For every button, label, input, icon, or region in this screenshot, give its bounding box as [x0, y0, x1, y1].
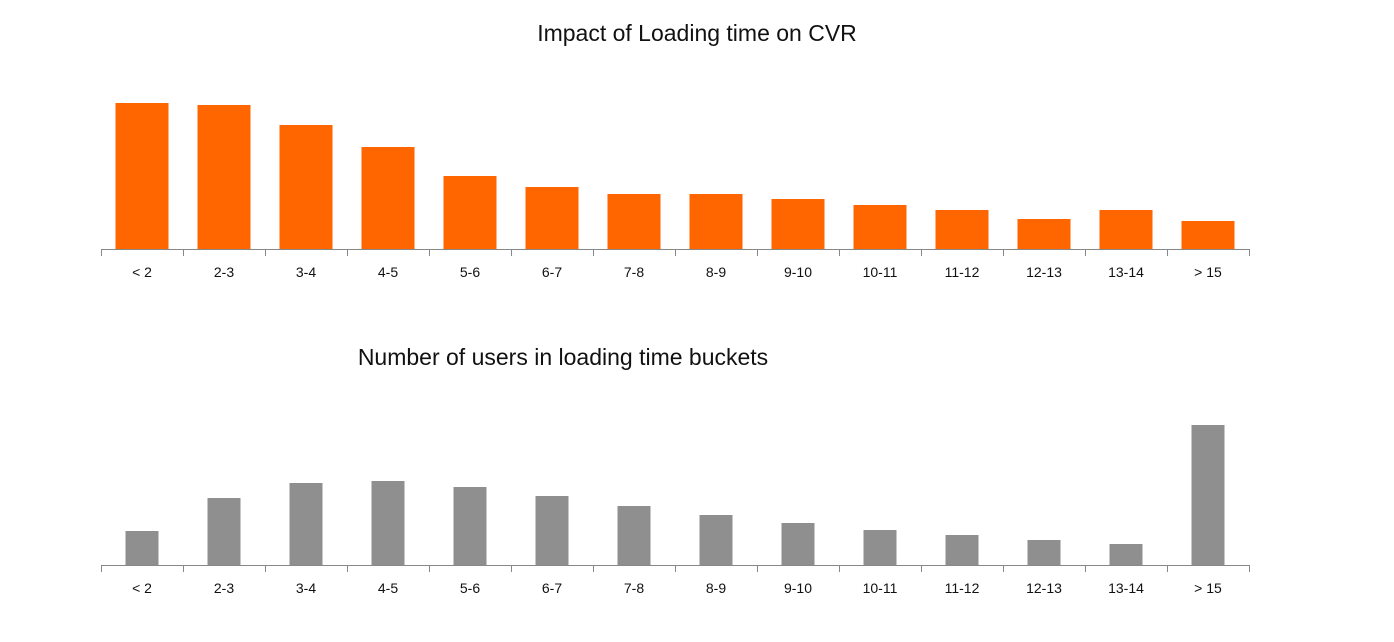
bar	[607, 194, 661, 249]
bar	[1017, 219, 1071, 249]
x-tick-label: 13-14	[1108, 264, 1144, 280]
bar	[197, 105, 251, 249]
x-tick-label: > 15	[1194, 264, 1222, 280]
chart-title-cvr: Impact of Loading time on CVR	[537, 20, 857, 46]
x-tick-label: 7-8	[624, 264, 644, 280]
bar	[125, 531, 159, 565]
bar	[853, 205, 907, 249]
x-tick-label: 10-11	[863, 264, 898, 280]
bar	[279, 125, 333, 249]
x-tick-label: 10-11	[863, 580, 898, 596]
bar	[361, 147, 415, 249]
bar	[699, 515, 733, 565]
chart-title-users: Number of users in loading time buckets	[358, 344, 768, 370]
x-tick-label: 8-9	[706, 580, 726, 596]
x-tick-label: 2-3	[214, 580, 234, 596]
x-tick-label: 9-10	[784, 264, 812, 280]
x-tick-label: 2-3	[214, 264, 234, 280]
x-tick-label: > 15	[1194, 580, 1222, 596]
cvr-bar-chart: < 2 2-3 3-4 4-5 5-6 6-7 7-8 8-9 9-10 10-11 11-12 12…	[101, 103, 1250, 280]
x-tick-label: 5-6	[460, 264, 480, 280]
bar	[535, 496, 569, 565]
x-tick-label: 11-12	[945, 264, 980, 280]
bar	[1027, 540, 1061, 565]
x-tick-label: < 2	[132, 580, 152, 596]
bar	[771, 199, 825, 249]
bar	[863, 530, 897, 565]
bar	[617, 506, 651, 565]
x-tick-label: 11-12	[945, 580, 980, 596]
x-tick-label: 13-14	[1108, 580, 1144, 596]
bar	[935, 210, 989, 249]
bar	[115, 103, 169, 249]
x-tick-label: 9-10	[784, 580, 812, 596]
bar	[1181, 221, 1235, 249]
bar	[1191, 425, 1225, 565]
x-tick-label: 12-13	[1026, 580, 1062, 596]
x-tick-label: 7-8	[624, 580, 644, 596]
bar	[1099, 210, 1153, 249]
x-tick-label: < 2	[132, 264, 152, 280]
bar	[689, 194, 743, 249]
x-tick-label: 12-13	[1026, 264, 1062, 280]
bar	[1109, 544, 1143, 565]
users-bar-chart: < 2 2-3 3-4 4-5 5-6 6-7 7-8 8-9 9-10 10-11 11-12 12…	[101, 425, 1250, 596]
bar	[289, 483, 323, 565]
x-tick-label: 6-7	[542, 264, 562, 280]
x-tick-label: 4-5	[378, 580, 398, 596]
x-tick-label: 4-5	[378, 264, 398, 280]
x-tick-label: 5-6	[460, 580, 480, 596]
x-tick-label: 3-4	[296, 264, 316, 280]
bar	[453, 487, 487, 565]
bar	[443, 176, 497, 249]
x-tick-label: 8-9	[706, 264, 726, 280]
x-tick-label: 3-4	[296, 580, 316, 596]
bar	[781, 523, 815, 565]
bar	[207, 498, 241, 565]
bar	[945, 535, 979, 565]
x-tick-label: 6-7	[542, 580, 562, 596]
bar	[371, 481, 405, 565]
bar	[525, 187, 579, 249]
